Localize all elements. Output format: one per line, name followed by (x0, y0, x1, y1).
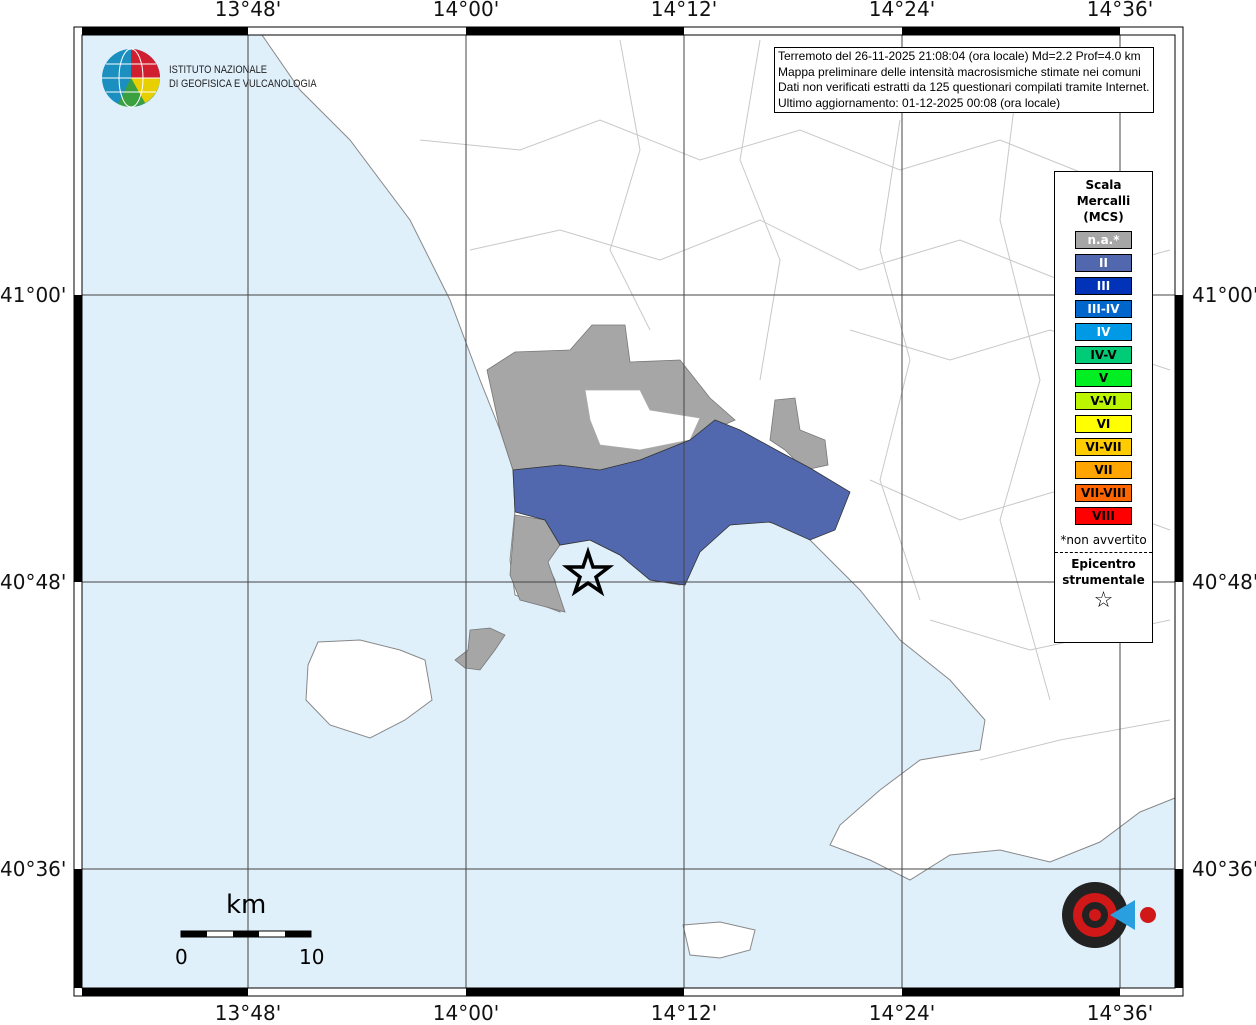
lon-label-top: 14°36' (1086, 0, 1154, 21)
info-line: Ultimo aggiornamento: 01-12-2025 00:08 (… (778, 95, 1061, 110)
lon-label-top: 14°12' (650, 0, 718, 21)
lon-label-bottom: 14°36' (1086, 1001, 1154, 1025)
scale-bar (180, 930, 312, 938)
epicenter-star-icon (561, 546, 615, 597)
haisentito-logo-icon (1062, 882, 1156, 948)
legend: Scala Mercalli (MCS) n.a.* II III III-IV IV I… (1054, 171, 1153, 643)
epicenter-line: strumentale (1062, 573, 1145, 587)
legend-swatch: III (1075, 277, 1132, 295)
legend-swatch: IV (1075, 323, 1132, 341)
legend-swatch: VI (1075, 415, 1132, 433)
legend-title-line: Scala (1085, 178, 1122, 192)
lat-label-right: 40°48' (1192, 570, 1256, 594)
legend-swatch: IV-V (1075, 346, 1132, 364)
lat-label-left: 40°48' (0, 570, 67, 594)
legend-footnote: *non avvertito (1060, 533, 1147, 547)
lon-label-bottom: 14°00' (432, 1001, 500, 1025)
legend-swatch: V (1075, 369, 1132, 387)
lon-label-bottom: 14°12' (650, 1001, 718, 1025)
epicenter-line: Epicentro (1071, 557, 1136, 571)
lon-label-bottom: 14°24' (868, 1001, 936, 1025)
scale-end: 10 (299, 945, 325, 969)
graticule (82, 35, 1175, 988)
legend-swatch: V-VI (1075, 392, 1132, 410)
info-line: Mappa preliminare delle intensità macros… (778, 64, 1141, 79)
scale-start: 0 (175, 945, 188, 969)
info-line: Terremoto del 26-11-2025 21:08:04 (ora l… (778, 49, 1141, 63)
map-frame (73, 26, 1184, 997)
lon-label-top: 13°48' (214, 0, 282, 21)
lon-label-top: 14°24' (868, 0, 936, 21)
municipal-borders (419, 39, 1171, 761)
lon-label-bottom: 13°48' (214, 1001, 282, 1025)
star-outline-icon: ☆ (1093, 588, 1114, 613)
legend-title-line: Mercalli (1076, 194, 1131, 208)
info-line: Dati non verificati estratti da 125 ques… (778, 80, 1150, 94)
region-intensity-II (512, 419, 851, 586)
legend-swatches: n.a.* II III III-IV IV IV-V V V-VI VI VI-VII VII VI… (1055, 231, 1152, 525)
lat-label-left: 40°36' (0, 857, 67, 881)
logo-line: DI GEOFISICA E VULCANOLOGIA (169, 78, 317, 90)
legend-title: Scala Mercalli (MCS) (1055, 177, 1152, 225)
legend-divider (1055, 552, 1152, 553)
lat-label-right: 41°00' (1192, 283, 1256, 307)
legend-title-line: (MCS) (1083, 210, 1124, 224)
logo-line: ISTITUTO NAZIONALE (169, 64, 268, 76)
legend-swatch: III-IV (1075, 300, 1132, 318)
legend-swatch: II (1075, 254, 1132, 272)
legend-epicenter-label: Epicentro strumentale (1055, 556, 1152, 588)
legend-swatch: VII (1075, 461, 1132, 479)
scale-unit: km (226, 890, 267, 920)
lat-label-left: 41°00' (0, 283, 67, 307)
legend-swatch: VI-VII (1075, 438, 1132, 456)
lon-label-top: 14°00' (432, 0, 500, 21)
island-capri (682, 921, 756, 959)
legend-swatch: VII-VIII (1075, 484, 1132, 502)
info-box: Terremoto del 26-11-2025 21:08:04 (ora l… (774, 47, 1154, 113)
ingv-logo-icon (102, 48, 160, 108)
legend-swatch: n.a.* (1075, 231, 1132, 249)
ingv-logo-text: ISTITUTO NAZIONALE DI GEOFISICA E VULCAN… (169, 63, 317, 91)
island-ischia (305, 639, 433, 739)
lat-label-right: 40°36' (1192, 857, 1256, 881)
legend-swatch: VIII (1075, 507, 1132, 525)
